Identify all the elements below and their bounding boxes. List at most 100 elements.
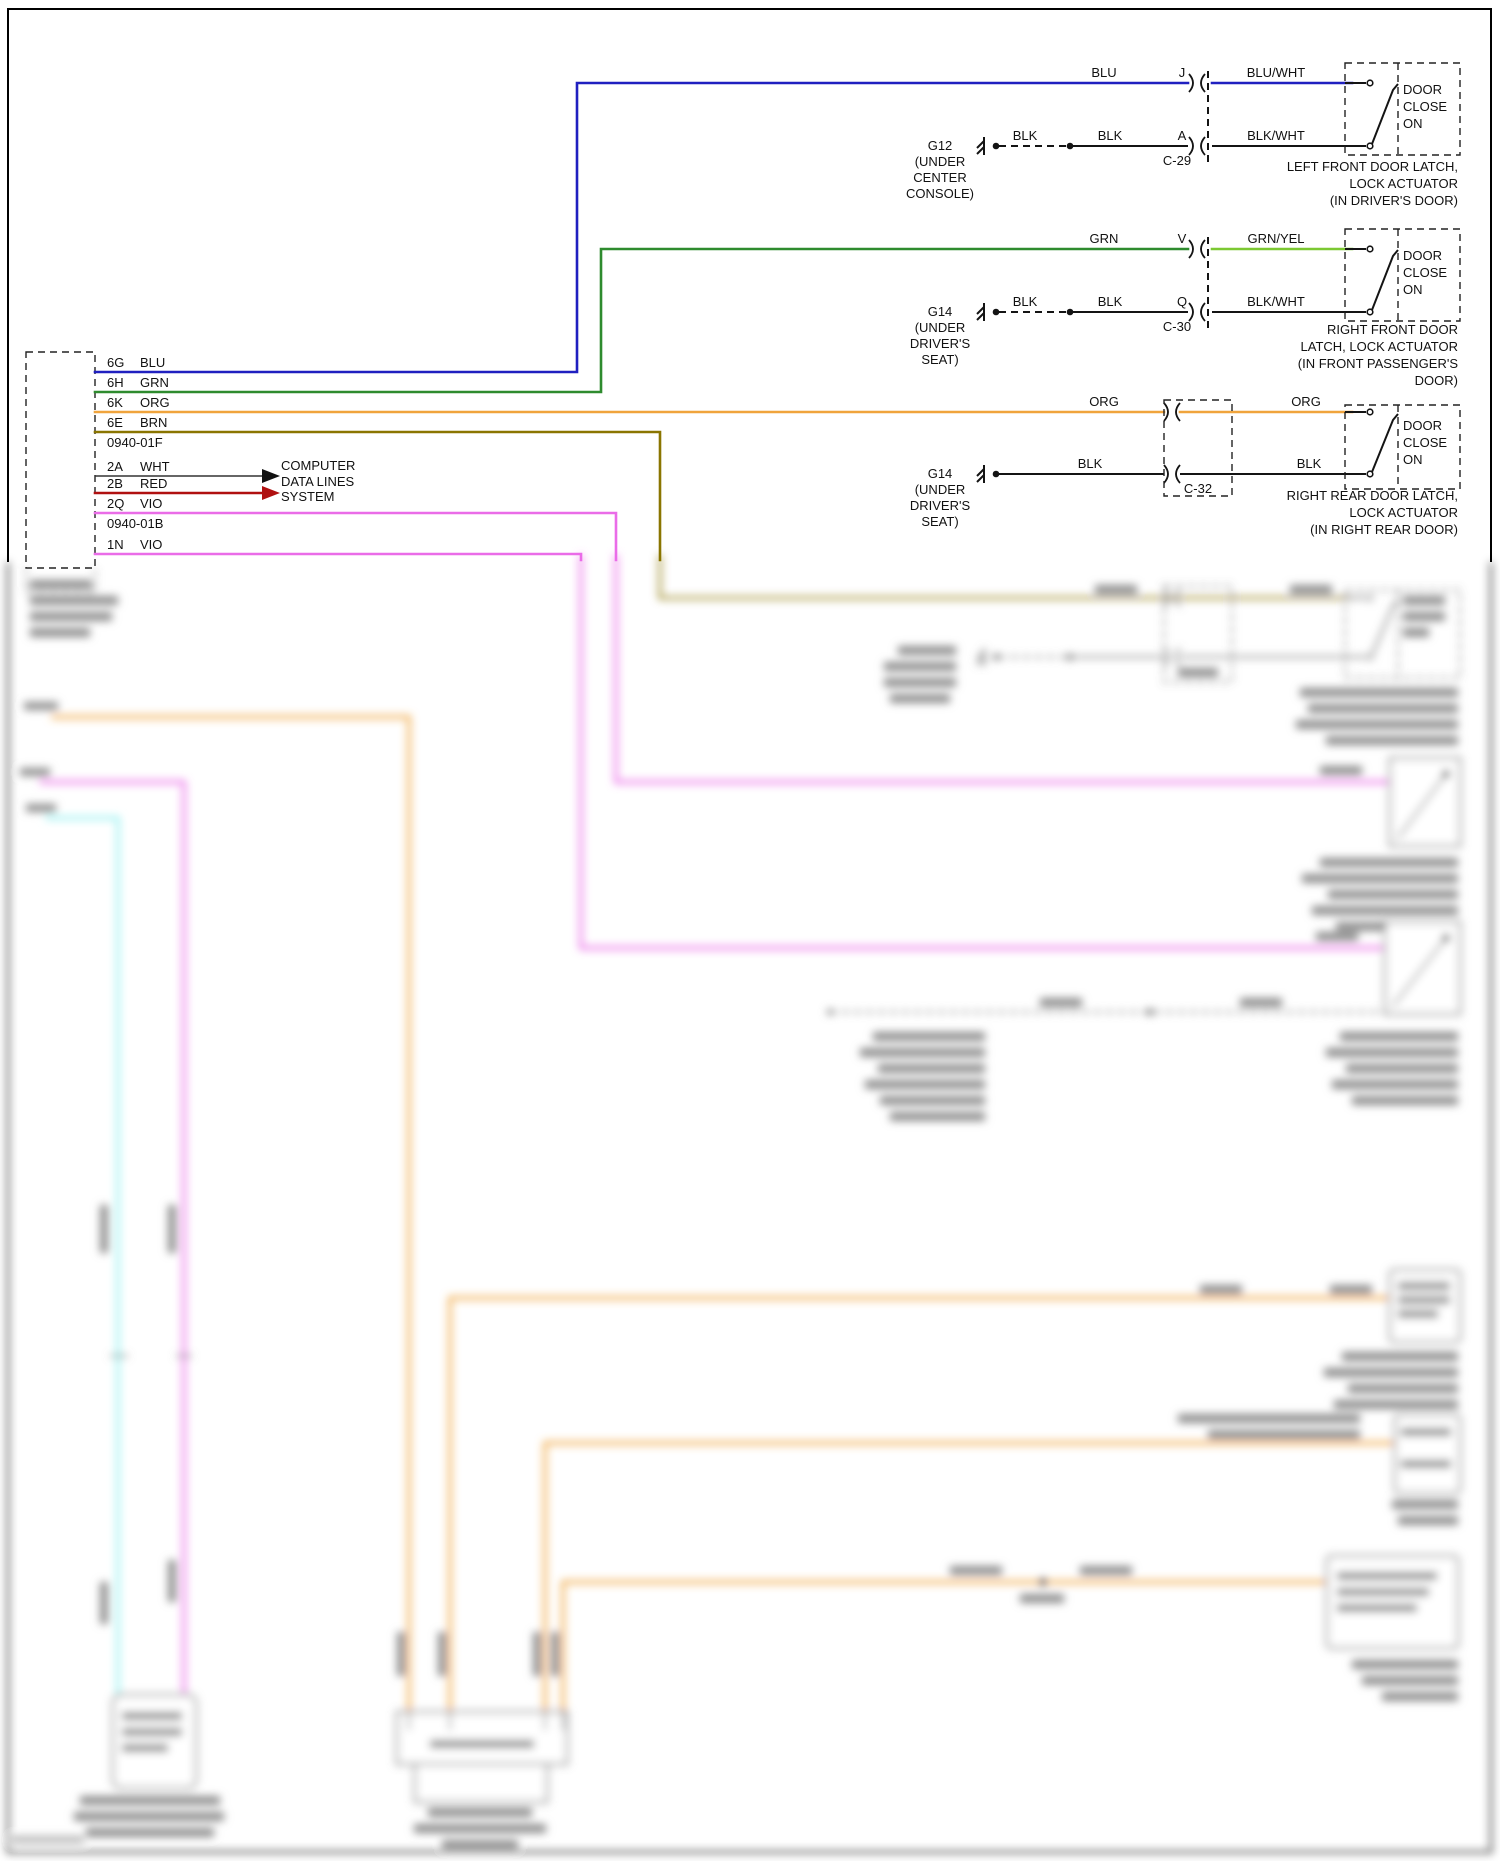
pin-color: BRN — [140, 415, 167, 430]
component-name: (IN RIGHT REAR DOOR) — [1310, 522, 1458, 537]
wire-label: GRN — [1090, 231, 1119, 246]
wire-vio-lower-2 — [579, 554, 1387, 950]
text-blob — [1403, 596, 1445, 605]
latch-box-right-front — [1344, 228, 1461, 322]
text-blob — [1312, 906, 1458, 915]
wire-vio-left — [39, 780, 186, 1704]
text-blob — [1040, 998, 1082, 1007]
text-blob — [86, 1828, 214, 1837]
wire-label: BLK/WHT — [1247, 294, 1305, 309]
text-blob — [950, 1566, 1002, 1575]
switch-contact — [1366, 470, 1374, 478]
switch-leads — [1345, 248, 1366, 313]
text-blob — [1095, 585, 1137, 594]
wire-vio-1n — [93, 552, 583, 562]
connector-id: C-30 — [1163, 319, 1191, 334]
pin-id: 0940-01F — [107, 435, 163, 450]
computer-note-line: DATA LINES — [281, 474, 355, 489]
component-name: DOOR) — [1415, 373, 1458, 388]
text-blob — [438, 1632, 446, 1676]
pin-color: WHT — [140, 459, 170, 474]
door-switch-label: ON — [1403, 116, 1423, 131]
text-blob — [1346, 1064, 1458, 1073]
text-blob — [430, 1740, 534, 1748]
component-name: LATCH, LOCK ACTUATOR — [1301, 339, 1458, 354]
text-blob — [1324, 1368, 1458, 1377]
sharp-layer: 6G BLU 6H GRN 6K ORG 6E BRN 0940-01F 2A … — [7, 8, 1492, 569]
component-name: (IN DRIVER'S DOOR) — [1330, 193, 1458, 208]
wire-label: BLK — [1013, 294, 1038, 309]
bottom-connector-box-2 — [414, 1763, 548, 1803]
ground-label: G14 — [928, 466, 953, 481]
splice-dot — [992, 142, 1000, 150]
latch-box-right-rear — [1344, 404, 1461, 490]
switch-blade-icon — [1371, 599, 1399, 656]
text-blob — [20, 768, 50, 776]
computer-note-line: COMPUTER — [281, 458, 355, 473]
pin-id: 2Q — [107, 496, 124, 511]
switch-contact — [1366, 79, 1374, 87]
text-blob — [880, 1096, 985, 1105]
wire-label: BLK — [1098, 128, 1123, 143]
pin-id: 1N — [107, 537, 124, 552]
text-blob — [100, 1582, 108, 1624]
ground-label: (UNDER — [915, 482, 966, 497]
pin-letter: V — [1178, 231, 1187, 246]
text-blob — [1337, 1604, 1417, 1612]
ground-label: CONSOLE) — [906, 186, 974, 201]
text-blob — [1020, 1594, 1064, 1603]
text-blob — [1362, 1676, 1458, 1685]
wire-label: BLK — [1297, 456, 1322, 471]
component-name: (IN FRONT PASSENGER'S — [1298, 356, 1459, 371]
blurred-lower-section — [7, 554, 1492, 1853]
wire-label: BLK — [1078, 456, 1103, 471]
door-switch-label: ON — [1403, 282, 1423, 297]
wire-label: BLU — [1091, 65, 1116, 80]
wire-org-c9 — [561, 1580, 1329, 1716]
switch-leads — [1345, 597, 1366, 658]
pin-id: 0940-01B — [107, 516, 163, 531]
pin-color: ORG — [140, 395, 170, 410]
component-name: LOCK ACTUATOR — [1349, 176, 1458, 191]
arrow-icon — [262, 469, 280, 483]
wire-brn — [93, 430, 662, 562]
pin-letter: Q — [1177, 294, 1187, 309]
junction-connector-box — [25, 351, 96, 569]
wire-blu — [93, 81, 1190, 374]
splice-dot — [1146, 1008, 1154, 1016]
wire-vio-2q — [93, 511, 618, 562]
text-blob — [1240, 998, 1282, 1007]
inline-connector-icon — [1188, 239, 1206, 259]
wire-vio-lower-1 — [614, 554, 1392, 784]
ground-label: SEAT) — [921, 514, 958, 529]
door-switch-label: CLOSE — [1403, 99, 1447, 114]
door-switch-label: ON — [1403, 452, 1423, 467]
text-blob — [1398, 1282, 1450, 1290]
text-blob — [1178, 1414, 1360, 1423]
text-blob — [1296, 720, 1458, 729]
wire-org-left — [51, 715, 411, 1716]
connector-id: C-32 — [1184, 481, 1212, 496]
pin-color: RED — [140, 476, 167, 491]
door-switch-label: DOOR — [1403, 248, 1442, 263]
text-blob — [414, 1824, 546, 1833]
inline-connector-icon — [1188, 302, 1206, 322]
splice-dot — [992, 653, 1000, 661]
text-blob — [1330, 1285, 1372, 1294]
ground-label: (UNDER — [915, 154, 966, 169]
wire-org-c8 — [543, 1441, 1397, 1716]
wire-brn-lower — [658, 554, 1354, 600]
text-blob — [890, 1112, 985, 1121]
sensor-dot — [1442, 934, 1450, 942]
connector-pins — [408, 1712, 564, 1730]
text-blob — [865, 1080, 985, 1089]
component-box — [1326, 1555, 1459, 1649]
inline-connector-icon — [1188, 73, 1206, 93]
pin-color: VIO — [140, 496, 162, 511]
text-blob — [1208, 1430, 1360, 1439]
wire-label: BLK — [1013, 128, 1038, 143]
splice-dot — [1039, 1578, 1047, 1586]
text-blob — [551, 1632, 559, 1676]
text-blob — [1320, 766, 1362, 775]
